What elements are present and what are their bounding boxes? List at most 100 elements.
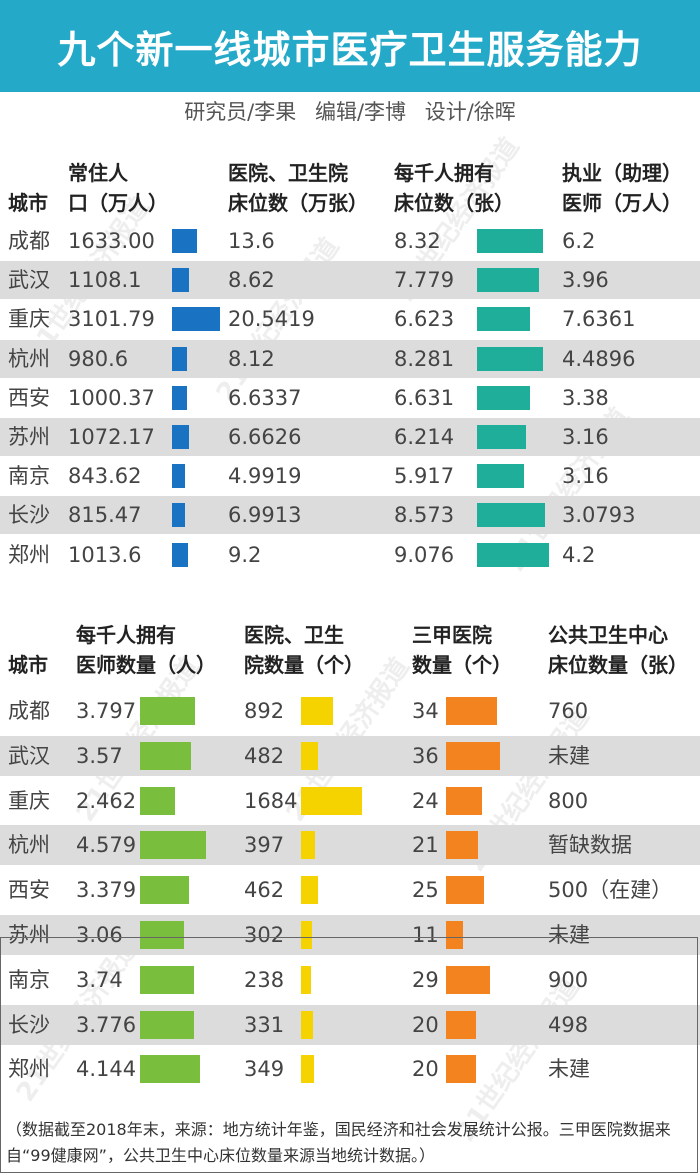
population-cell: 843.62 (68, 464, 142, 489)
population-cell: 815.47 (68, 503, 142, 528)
city-cell: 苏州 (8, 425, 50, 449)
population-cell: 1013.6 (68, 542, 142, 567)
population-bar (172, 425, 189, 449)
doctors-per-thousand-bar (140, 921, 185, 949)
header-beds-per-thousand-line2: 床位数（张） (394, 191, 514, 215)
doctors-cell: 4.2 (562, 542, 596, 567)
doctors-per-thousand-bar (140, 876, 189, 905)
city-cell: 武汉 (8, 743, 50, 768)
population-cell: 1000.37 (68, 385, 155, 410)
beds-per-thousand-bar (477, 307, 530, 332)
header-city: 城市 (8, 191, 48, 215)
header-doctors-line2: 医师（万人） (562, 191, 682, 215)
beds-cell: 6.6337 (228, 385, 302, 410)
institutions-bar (301, 965, 311, 994)
header-doctors-per-thousand-line2: 医师数量（人） (76, 653, 216, 677)
population-bar (172, 229, 198, 253)
institutions-cell: 397 (244, 833, 285, 858)
page-title: 九个新一线城市医疗卫生服务能力 (57, 27, 643, 72)
population-bar (172, 385, 188, 410)
institutions-cell: 462 (244, 878, 285, 903)
doctors-per-thousand-cell: 4.144 (76, 1057, 137, 1082)
grade-3a-bar (446, 741, 500, 770)
city-cell: 南京 (8, 464, 50, 489)
header-grade-3a-line1: 三甲医院 (412, 623, 492, 647)
city-cell: 杭州 (8, 833, 50, 858)
row-stripe (0, 496, 700, 535)
institutions-cell: 349 (244, 1057, 285, 1082)
beds-cell: 20.5419 (228, 307, 315, 332)
header-doctors-line1: 执业（助理） (562, 161, 682, 185)
beds-per-thousand-cell: 8.32 (394, 229, 441, 253)
header-grade-3a-line2: 数量（个） (412, 653, 512, 677)
city-cell: 苏州 (8, 923, 50, 947)
population-cell: 1072.17 (68, 425, 155, 449)
grade-3a-cell: 21 (412, 833, 439, 858)
grade-3a-cell: 20 (412, 1057, 439, 1082)
city-cell: 长沙 (8, 1012, 50, 1037)
doctors-per-thousand-cell: 3.74 (76, 967, 123, 992)
credit-designer: 设计/徐晖 (424, 100, 516, 124)
beds-per-thousand-bar (477, 385, 530, 410)
grade-3a-bar (446, 876, 484, 905)
header-population-line1: 常住人 (68, 161, 128, 185)
beds-per-thousand-bar (477, 425, 527, 449)
header-population-line2: 口（万人） (68, 191, 168, 215)
public-health-beds-cell: 498 (548, 1012, 589, 1037)
city-cell: 武汉 (8, 268, 50, 293)
grade-3a-cell: 24 (412, 788, 439, 813)
beds-cell: 9.2 (228, 542, 262, 567)
header-beds-line2: 床位数（万张） (228, 191, 368, 215)
header-public-health-beds-line2: 床位数量（张） (548, 653, 688, 677)
institutions-cell: 238 (244, 967, 285, 992)
population-cell: 1108.1 (68, 268, 142, 293)
grade-3a-bar (446, 1010, 476, 1039)
beds-per-thousand-bar (477, 229, 543, 253)
beds-per-thousand-cell: 5.917 (394, 464, 455, 489)
beds-per-thousand-cell: 6.631 (394, 385, 455, 410)
beds-per-thousand-bar (477, 268, 539, 293)
doctors-cell: 6.2 (562, 229, 596, 253)
doctors-cell: 3.16 (562, 464, 609, 489)
grade-3a-bar (446, 697, 497, 725)
beds-per-thousand-bar (477, 542, 549, 567)
doctors-cell: 3.0793 (562, 503, 636, 528)
beds-per-thousand-cell: 6.214 (394, 425, 455, 449)
credits: 研究员/李果 编辑/李博 设计/徐晖 (0, 94, 700, 130)
grade-3a-cell: 25 (412, 878, 439, 903)
public-health-beds-cell: 500（在建） (548, 878, 673, 903)
public-health-beds-cell: 800 (548, 788, 589, 813)
institutions-cell: 482 (244, 743, 285, 768)
doctors-cell: 7.6361 (562, 307, 636, 332)
beds-cell: 6.6626 (228, 425, 302, 449)
institutions-bar (301, 876, 318, 905)
population-cell: 1633.00 (68, 229, 155, 253)
section-frame (0, 937, 698, 1173)
beds-per-thousand-bar (477, 503, 545, 528)
credit-editor: 编辑/李博 (314, 100, 407, 124)
doctors-per-thousand-cell: 3.797 (76, 699, 137, 723)
title-bar: 九个新一线城市医疗卫生服务能力 (0, 0, 700, 92)
grade-3a-bar (446, 1055, 476, 1084)
doctors-per-thousand-bar (140, 786, 176, 815)
doctors-per-thousand-bar (140, 831, 206, 860)
public-health-beds-cell: 未建 (548, 1057, 590, 1082)
population-bar (172, 346, 188, 371)
header-institutions-line1: 医院、卫生 (244, 623, 344, 647)
beds-cell: 8.62 (228, 268, 275, 293)
institutions-bar (301, 1055, 314, 1084)
grade-3a-cell: 34 (412, 699, 439, 723)
doctors-per-thousand-cell: 3.379 (76, 878, 137, 903)
grade-3a-cell: 20 (412, 1012, 439, 1037)
header-beds-per-thousand-line1: 每千人拥有 (394, 161, 494, 185)
credit-researcher: 研究员/李果 (184, 100, 297, 124)
city-cell: 成都 (8, 699, 50, 723)
row-stripe (0, 735, 700, 776)
city-cell: 重庆 (8, 307, 50, 332)
grade-3a-bar (446, 786, 482, 815)
population-cell: 980.6 (68, 346, 129, 371)
grade-3a-cell: 11 (412, 923, 439, 947)
grade-3a-cell: 29 (412, 967, 439, 992)
row-stripe (0, 825, 700, 866)
doctors-per-thousand-bar (140, 1055, 200, 1084)
